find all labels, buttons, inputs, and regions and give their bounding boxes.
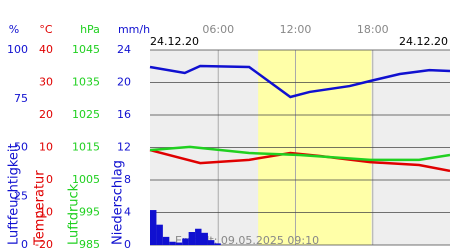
y-tick-label: 20 — [117, 76, 131, 89]
date-left: 24.12.20 — [150, 35, 199, 48]
precip-bar — [182, 238, 189, 245]
y-tick-label: -10 — [35, 206, 53, 219]
y-tick-label: 24 — [117, 43, 131, 56]
axis-label: Temperatur — [33, 170, 48, 246]
y-tick-label: 1015 — [72, 141, 100, 154]
y-tick-label: 4 — [124, 206, 131, 219]
y-tick-label: 995 — [79, 206, 100, 219]
y-tick-label: 25 — [14, 189, 28, 202]
precip-bar — [201, 232, 208, 245]
data-line — [149, 64, 450, 99]
y-tick-label: 16 — [117, 108, 131, 121]
y-tick-label: -20 — [35, 238, 53, 250]
y-tick-label: 20 — [39, 108, 53, 121]
precip-bar — [162, 236, 170, 245]
precip-bar — [175, 242, 183, 245]
x-tick-label: 12:00 — [280, 23, 312, 36]
y-tick-label: 985 — [79, 238, 100, 250]
y-tick-label: 1005 — [72, 173, 100, 186]
axis-label: Luftdruck — [67, 183, 82, 245]
unit-label: °C — [39, 23, 53, 36]
y-tick-label: 30 — [39, 76, 53, 89]
y-tick-label: 10 — [39, 141, 53, 154]
precip-bar — [195, 228, 202, 245]
y-tick-label: 8 — [124, 173, 131, 186]
axis-label: Niederschlag — [111, 160, 126, 245]
y-tick-label: 1045 — [72, 43, 100, 56]
y-tick-label: 1025 — [72, 108, 100, 121]
y-tick-label: 40 — [39, 43, 53, 56]
precip-bar — [169, 241, 176, 245]
precip-bar — [156, 224, 163, 245]
precip-bar — [214, 243, 221, 245]
y-tick-label: 0 — [21, 238, 28, 250]
axis-label: Luftfeuchtigkeit — [7, 143, 22, 245]
y-tick-label: 100 — [7, 43, 28, 56]
data-line — [149, 145, 450, 162]
precip-bar — [207, 240, 215, 245]
unit-label: hPa — [80, 23, 100, 36]
y-tick-label: 0 — [124, 238, 131, 250]
y-tick-label: 1035 — [72, 76, 100, 89]
y-tick-label: 12 — [117, 141, 131, 154]
date-right: 24.12.20 — [399, 35, 448, 48]
precip-bar — [150, 210, 157, 245]
unit-label: mm/h — [118, 23, 150, 36]
x-tick-label: 06:00 — [202, 23, 234, 36]
y-tick-label: 0 — [46, 173, 53, 186]
plot-layer — [150, 49, 450, 246]
precip-bar — [188, 232, 196, 245]
unit-label: % — [9, 23, 19, 36]
x-tick-label: 18:00 — [357, 23, 389, 36]
y-tick-label: 75 — [14, 92, 28, 105]
y-tick-label: 50 — [14, 141, 28, 154]
